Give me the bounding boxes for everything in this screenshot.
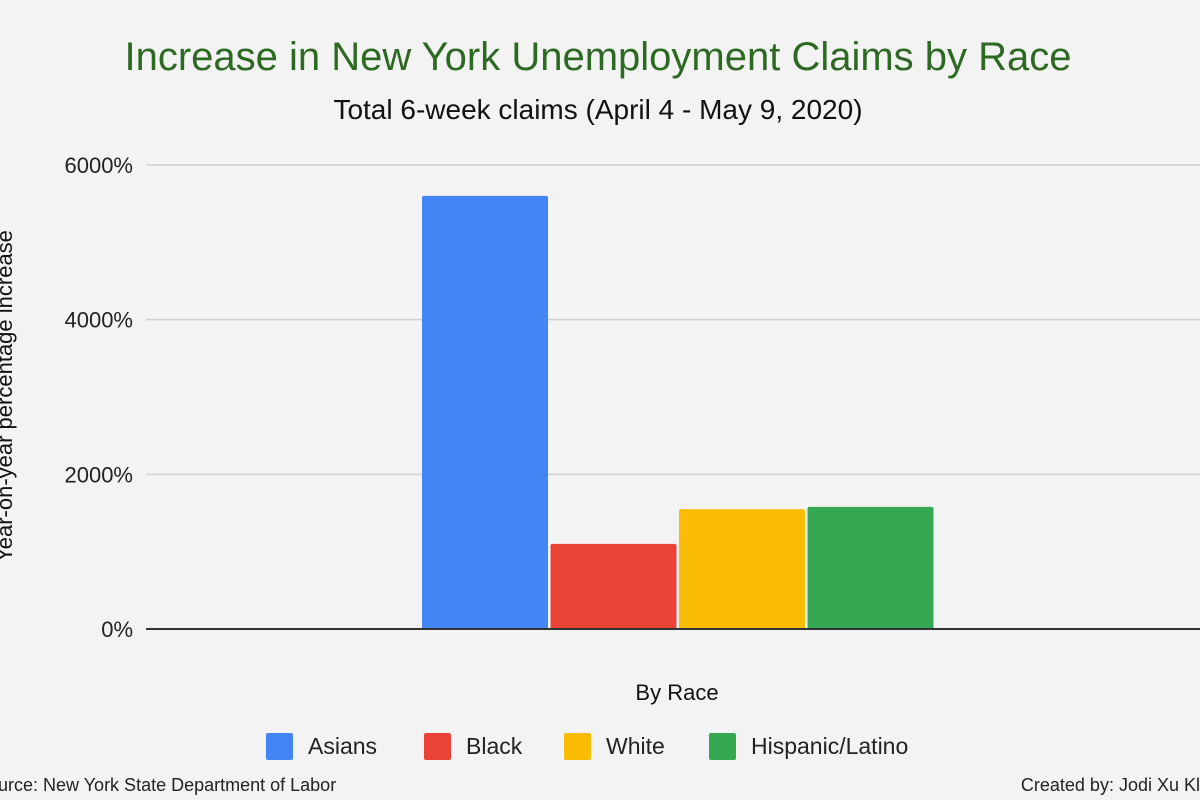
legend: Asians Black White Hispanic/Latino (266, 733, 908, 760)
y-axis-ticks: 0% 2000% 4000% 6000% (64, 153, 133, 642)
y-tick-label: 2000% (64, 462, 133, 487)
legend-item-asians: Asians (266, 733, 377, 760)
bars (422, 195, 934, 629)
bar-black (550, 543, 677, 629)
source-note: urce: New York State Department of Labor (0, 775, 336, 795)
legend-label: White (606, 733, 665, 759)
bar-white (679, 509, 805, 629)
y-tick-label: 4000% (64, 308, 133, 333)
y-tick-label: 0% (101, 617, 133, 642)
legend-label: Asians (308, 733, 377, 759)
y-tick-label: 6000% (64, 153, 133, 178)
bar-hispanic-latino (807, 506, 934, 629)
legend-item-hispanic-latino: Hispanic/Latino (709, 733, 908, 760)
legend-label: Hispanic/Latino (751, 733, 908, 759)
legend-label: Black (466, 733, 523, 759)
legend-swatch (564, 733, 591, 760)
legend-item-black: Black (424, 733, 523, 760)
legend-swatch (709, 733, 736, 760)
chart-subtitle: Total 6-week claims (April 4 - May 9, 20… (333, 94, 862, 125)
bar-asians (422, 195, 548, 629)
chart-title: Increase in New York Unemployment Claims… (124, 35, 1071, 79)
credit-note: Created by: Jodi Xu Kl (1021, 775, 1200, 795)
y-axis-label: Year-on-year percentage increase (0, 230, 17, 562)
legend-swatch (424, 733, 451, 760)
gridlines (146, 164, 1200, 476)
legend-swatch (266, 733, 293, 760)
x-axis-label: By Race (635, 680, 718, 705)
legend-item-white: White (564, 733, 665, 760)
